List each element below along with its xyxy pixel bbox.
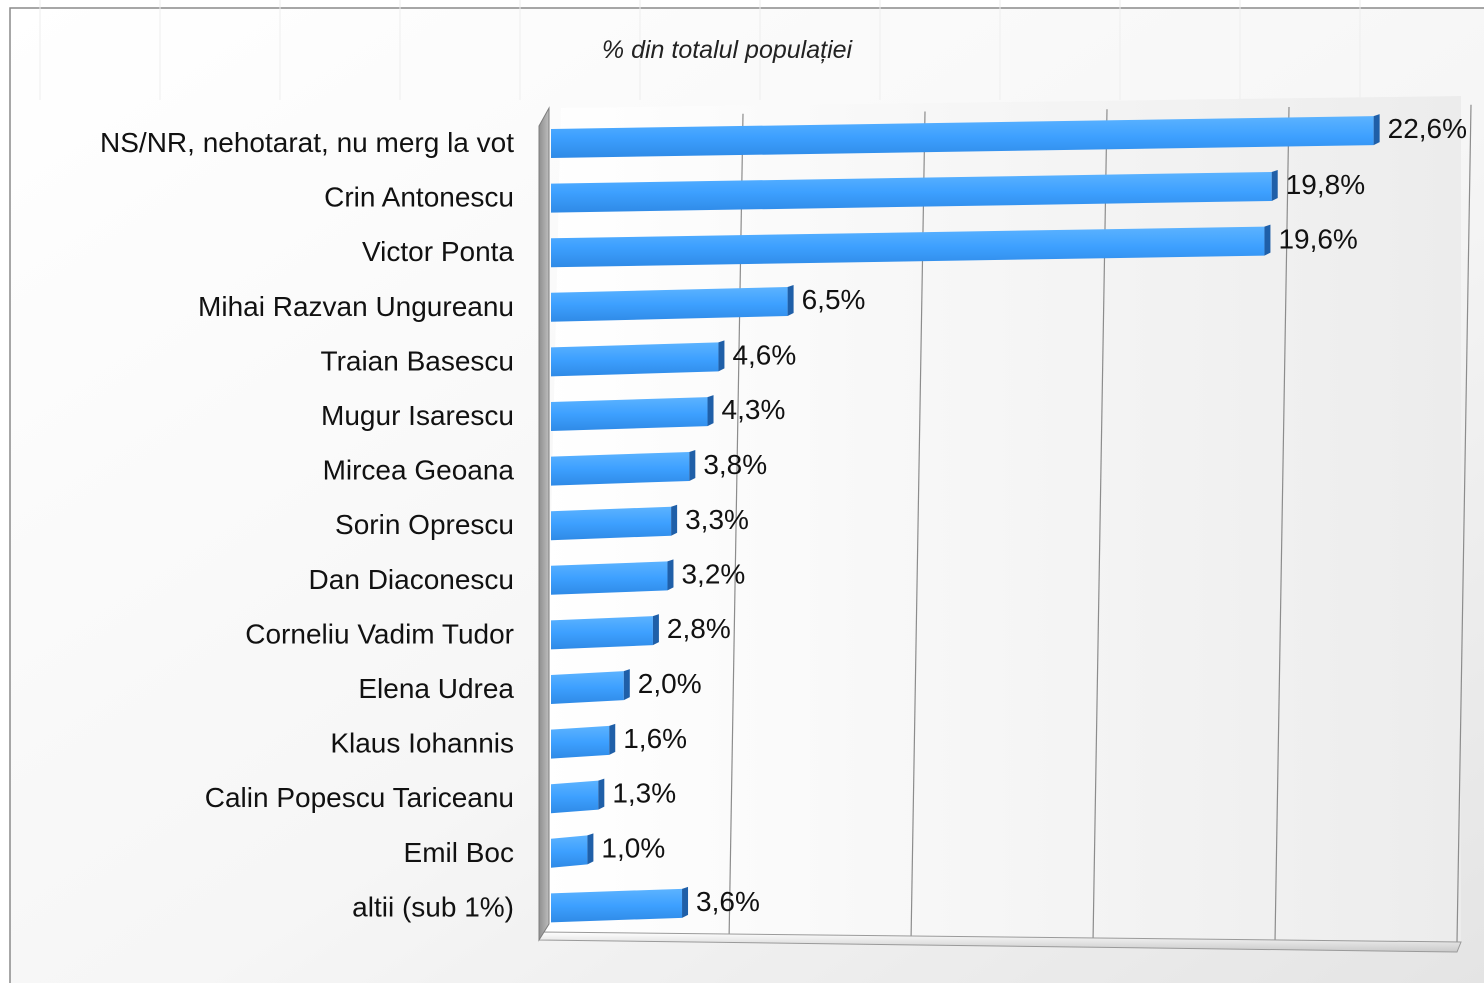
category-label: Klaus Iohannis — [330, 728, 514, 759]
category-label: Victor Ponta — [362, 236, 514, 267]
bar-end-cap — [609, 723, 616, 755]
bar — [551, 342, 719, 377]
category-label: Elena Udrea — [358, 673, 514, 704]
plot-left-wall — [538, 106, 550, 942]
value-label: 3,8% — [703, 449, 767, 480]
value-label: 3,3% — [685, 504, 749, 535]
value-label: 4,3% — [722, 394, 786, 425]
chart-title: % din totalul populației — [602, 36, 854, 64]
value-label: 22,6% — [1388, 113, 1467, 144]
value-label: 1,0% — [601, 832, 665, 863]
value-label: 3,6% — [696, 886, 760, 917]
category-label: Emil Boc — [404, 837, 514, 868]
bar — [551, 835, 588, 868]
value-label: 2,8% — [667, 613, 731, 644]
bar — [551, 506, 672, 541]
category-label: Crin Antonescu — [324, 182, 514, 213]
bar-end-cap — [718, 340, 725, 372]
value-label: 1,3% — [612, 778, 676, 809]
value-label: 19,6% — [1278, 224, 1357, 255]
category-label: Sorin Oprescu — [335, 509, 514, 540]
bar-end-cap — [587, 833, 594, 865]
bar-end-cap — [1373, 114, 1380, 146]
bar — [551, 116, 1374, 158]
bar — [551, 616, 653, 650]
bar-end-cap — [689, 449, 696, 481]
bar — [551, 671, 624, 704]
bar-end-cap — [1264, 224, 1271, 256]
bar — [551, 171, 1272, 213]
bar-end-cap — [707, 395, 714, 427]
bar — [551, 561, 668, 595]
bar-end-cap — [671, 504, 678, 536]
category-label: Calin Popescu Tariceanu — [205, 782, 514, 813]
category-label: altii (sub 1%) — [352, 891, 514, 922]
value-label: 2,0% — [638, 668, 702, 699]
bar-end-cap — [598, 778, 605, 810]
bar — [551, 888, 683, 923]
bar — [551, 725, 610, 759]
category-label: Corneliu Vadim Tudor — [245, 618, 514, 649]
category-label: Mircea Geoana — [323, 455, 515, 486]
value-label: 6,5% — [802, 284, 866, 315]
gridline — [1274, 106, 1290, 943]
bar-end-cap — [667, 559, 674, 591]
category-label: Mihai Razvan Ungureanu — [198, 291, 514, 322]
value-label: 3,2% — [681, 558, 745, 589]
category-label: Traian Basescu — [321, 345, 515, 376]
value-label: 4,6% — [732, 339, 796, 370]
bar-end-cap — [652, 614, 659, 646]
bar-end-cap — [1271, 169, 1278, 201]
category-label: NS/NR, nehotarat, nu merg la vot — [100, 127, 514, 158]
bar — [551, 780, 599, 814]
category-label: Dan Diaconescu — [309, 564, 514, 595]
bar-end-cap — [787, 284, 794, 316]
category-label: Mugur Isarescu — [321, 400, 514, 431]
bar — [551, 397, 708, 431]
bar-end-cap — [682, 886, 689, 918]
bar — [551, 286, 788, 322]
bar — [551, 226, 1265, 268]
bar — [551, 451, 690, 486]
value-label: 19,8% — [1286, 169, 1365, 200]
bar-end-cap — [623, 669, 630, 701]
value-label: 1,6% — [623, 723, 687, 754]
gridline — [1456, 104, 1472, 943]
